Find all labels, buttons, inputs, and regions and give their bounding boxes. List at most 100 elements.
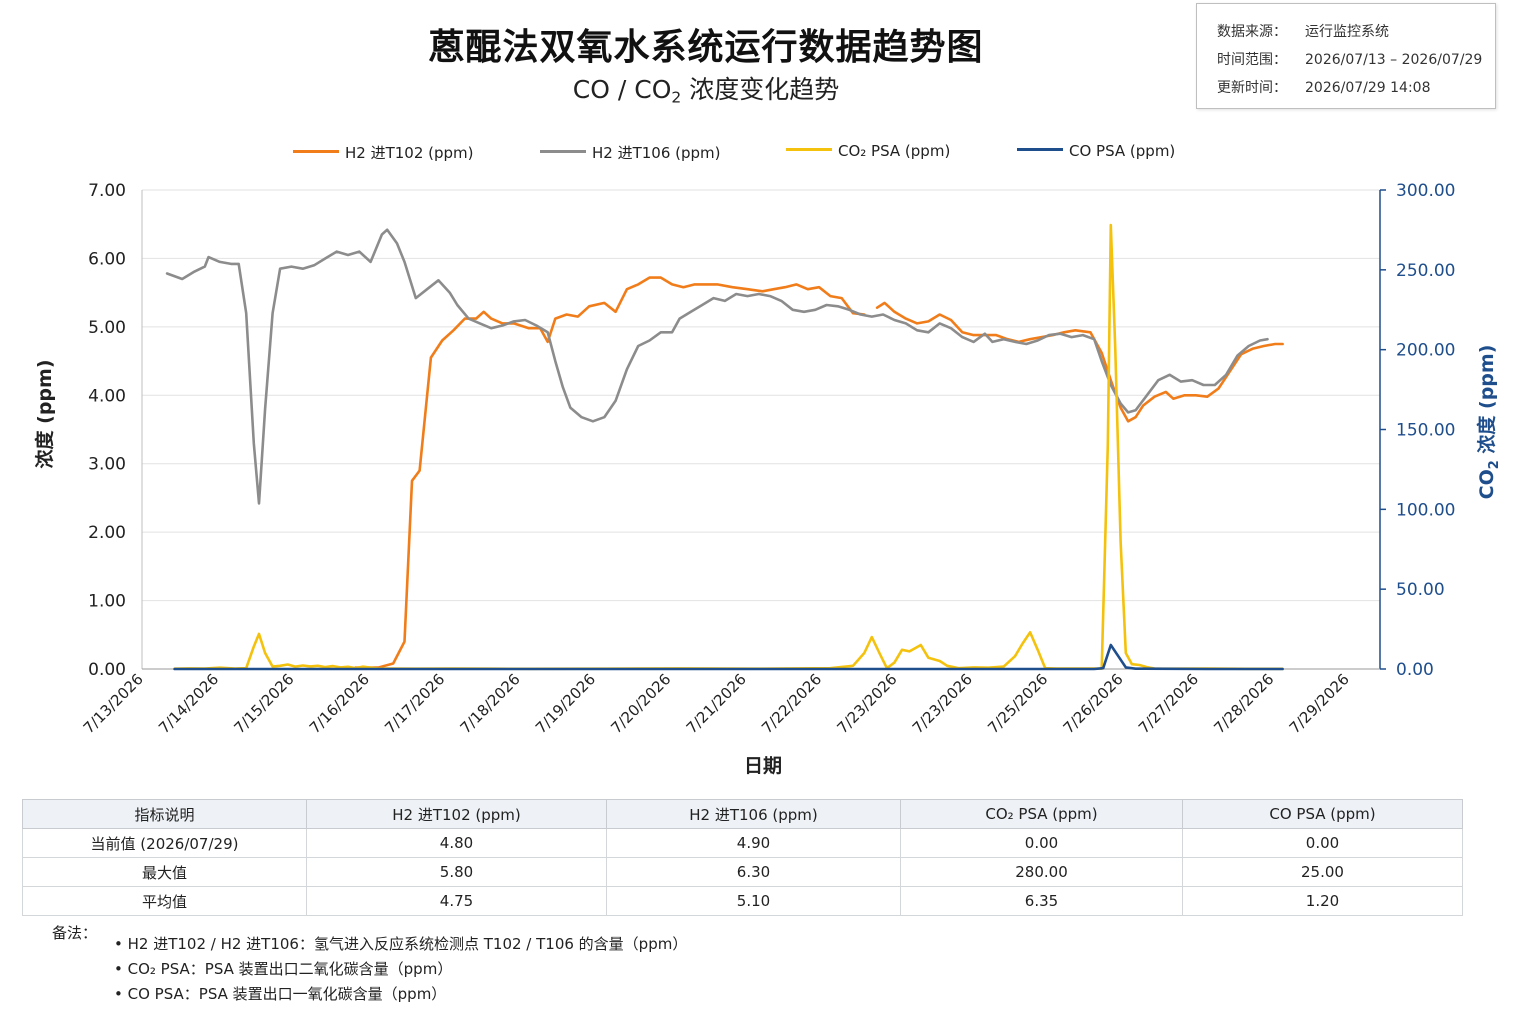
y-left-tick-label: 1.00 [88, 592, 126, 612]
x-tick-label: 7/21/2026 [683, 670, 750, 737]
chart-legend: H2 进T102 (ppm) H2 进T106 (ppm) CO₂ PSA (p… [0, 142, 1536, 166]
series-line [173, 223, 1284, 671]
stats-table: 指标说明 H2 进T102 (ppm) H2 进T106 (ppm) CO₂ P… [22, 799, 1463, 916]
x-tick-label: 7/26/2026 [1060, 670, 1127, 737]
stats-cell: 6.35 [900, 886, 1183, 916]
y-right-tick-label: 150.00 [1396, 421, 1455, 441]
chart-title: 蒽醌法双氧水系统运行数据趋势图 [428, 27, 984, 68]
info-source-row: 数据来源： 运行监控系统 [1217, 21, 1389, 41]
series-co-psa-ppm- [173, 223, 1284, 671]
info-range-label: 时间范围： [1217, 52, 1287, 68]
y-axis-right-label-post: 浓度 (ppm) [1475, 345, 1498, 461]
stats-row-current: 当前值 (2026/07/29) 4.80 4.90 0.00 0.00 [22, 828, 1463, 858]
stats-cell: 1.20 [1182, 886, 1463, 916]
y-left-tick-label: 2.00 [88, 523, 126, 543]
info-range-value: 2026/07/13 – 2026/07/29 [1305, 52, 1483, 68]
y-left-tick-label: 0.00 [88, 660, 126, 680]
y-axis-right-label: CO2 浓度 (ppm) [1475, 345, 1502, 500]
y-axis-right-label-sub: 2 [1487, 460, 1502, 469]
axes [141, 189, 1386, 670]
stats-header-cell: CO₂ PSA (ppm) [900, 799, 1183, 829]
stats-cell: 平均值 [22, 886, 307, 916]
legend-item-h2-t106: H2 进T106 (ppm) [540, 142, 721, 163]
stats-cell: 0.00 [900, 828, 1183, 858]
series-line [354, 276, 866, 669]
y-left-tick-label: 7.00 [88, 181, 126, 201]
notes-label: 备法： [52, 924, 98, 942]
legend-label-co-psa: CO PSA (ppm) [1069, 142, 1176, 160]
stats-cell: 25.00 [1182, 857, 1463, 887]
notes-list: • H2 进T102 / H2 进T106：氢气进入反应系统检测点 T102 /… [114, 934, 687, 1009]
y-left-tick-label: 4.00 [88, 386, 126, 406]
x-tick-label: 7/17/2026 [381, 670, 448, 737]
info-box: 数据来源： 运行监控系统 时间范围： 2026/07/13 – 2026/07/29… [1196, 3, 1496, 109]
y-right-tick-label: 300.00 [1396, 181, 1455, 201]
legend-item-co2-psa: CO₂ PSA (ppm) [786, 142, 950, 160]
stats-cell: 最大值 [22, 857, 307, 887]
y-right-tick-label: 50.00 [1396, 580, 1445, 600]
stats-cell: 0.00 [1182, 828, 1463, 858]
legend-label-h2-t102: H2 进T102 (ppm) [345, 144, 474, 162]
info-range-row: 时间范围： 2026/07/13 – 2026/07/29 [1217, 49, 1482, 69]
series-line [165, 228, 1269, 505]
stats-cell: 280.00 [900, 857, 1183, 887]
chart-subtitle: CO / CO2 浓度变化趋势 [400, 70, 1012, 107]
y-axis-right-label-pre: CO [1476, 469, 1498, 499]
series-h2-t102-ppm- [354, 276, 1284, 669]
legend-label-co2-psa: CO₂ PSA (ppm) [838, 142, 951, 160]
subtitle-post: 浓度变化趋势 [681, 75, 840, 104]
x-tick-label: 7/29/2026 [1286, 670, 1353, 737]
x-tick-label: 7/15/2026 [230, 670, 297, 737]
x-axis-label: 日期 [744, 755, 782, 777]
y-right-tick-label: 100.00 [1396, 500, 1455, 520]
tick-labels: 7.00 6.00 5.00 4.00 3.00 2.00 1.00 0.00 300.00 25… [80, 181, 1456, 737]
stats-cell: 当前值 (2026/07/29) [22, 828, 307, 858]
legend-line-co-psa [1017, 148, 1063, 151]
y-axis-left-label: 浓度 (ppm) [33, 360, 56, 469]
x-tick-label: 7/27/2026 [1135, 670, 1202, 737]
y-right-tick-label: 200.00 [1396, 341, 1455, 361]
info-source-value: 运行监控系统 [1305, 24, 1389, 40]
x-tick-label: 7/23/2026 [833, 670, 900, 737]
stats-header-cell: H2 进T106 (ppm) [606, 799, 901, 829]
stats-header-cell: CO PSA (ppm) [1182, 799, 1463, 829]
info-updated-label: 更新时间： [1217, 80, 1287, 96]
x-tick-label: 7/28/2026 [1210, 670, 1277, 737]
y-left-tick-label: 6.00 [88, 249, 126, 269]
stats-row-average: 平均值 4.75 5.10 6.35 1.20 [22, 886, 1463, 916]
series-line [173, 643, 1284, 671]
stats-row-max: 最大值 5.80 6.30 280.00 25.00 [22, 857, 1463, 887]
x-tick-label: 7/25/2026 [984, 670, 1051, 737]
chart-canvas: 7.006.005.004.003.002.001.000.00300.0025… [33, 181, 1502, 777]
legend-item-h2-t102: H2 进T102 (ppm) [293, 142, 474, 163]
x-tick-label: 7/16/2026 [306, 670, 373, 737]
y-right-tick-label: 0.00 [1396, 660, 1434, 680]
note-item: • H2 进T102 / H2 进T106：氢气进入反应系统检测点 T102 /… [114, 935, 688, 953]
subtitle-subscript: 2 [671, 88, 682, 107]
info-source-label: 数据来源： [1217, 24, 1287, 40]
stats-cell: 5.10 [606, 886, 901, 916]
stats-cell: 4.80 [306, 828, 607, 858]
x-tick-label: 7/20/2026 [607, 670, 674, 737]
stats-cell: 5.80 [306, 857, 607, 887]
x-tick-label: 7/18/2026 [457, 670, 524, 737]
subtitle-pre: CO / CO [572, 75, 672, 104]
info-updated-row: 更新时间： 2026/07/29 14:08 [1217, 77, 1431, 97]
x-tick-label: 7/23/2026 [909, 670, 976, 737]
x-tick-label: 7/13/2026 [80, 670, 147, 737]
series-group [165, 223, 1284, 671]
stats-cell: 4.90 [606, 828, 901, 858]
series-co-psa-ppm- [173, 643, 1284, 671]
stats-header-cell: H2 进T102 (ppm) [306, 799, 607, 829]
stats-header-row: 指标说明 H2 进T102 (ppm) H2 进T106 (ppm) CO₂ P… [22, 799, 1463, 829]
legend-item-co-psa: CO PSA (ppm) [1017, 142, 1175, 160]
y-left-tick-label: 5.00 [88, 318, 126, 338]
gridlines [142, 189, 1380, 602]
stats-cell: 6.30 [606, 857, 901, 887]
series-h2-t106-ppm- [165, 228, 1269, 505]
stats-header-cell: 指标说明 [22, 799, 307, 829]
legend-line-h2-t106 [540, 150, 586, 153]
stats-cell: 4.75 [306, 886, 607, 916]
x-tick-label: 7/22/2026 [758, 670, 825, 737]
x-tick-label: 7/19/2026 [532, 670, 599, 737]
